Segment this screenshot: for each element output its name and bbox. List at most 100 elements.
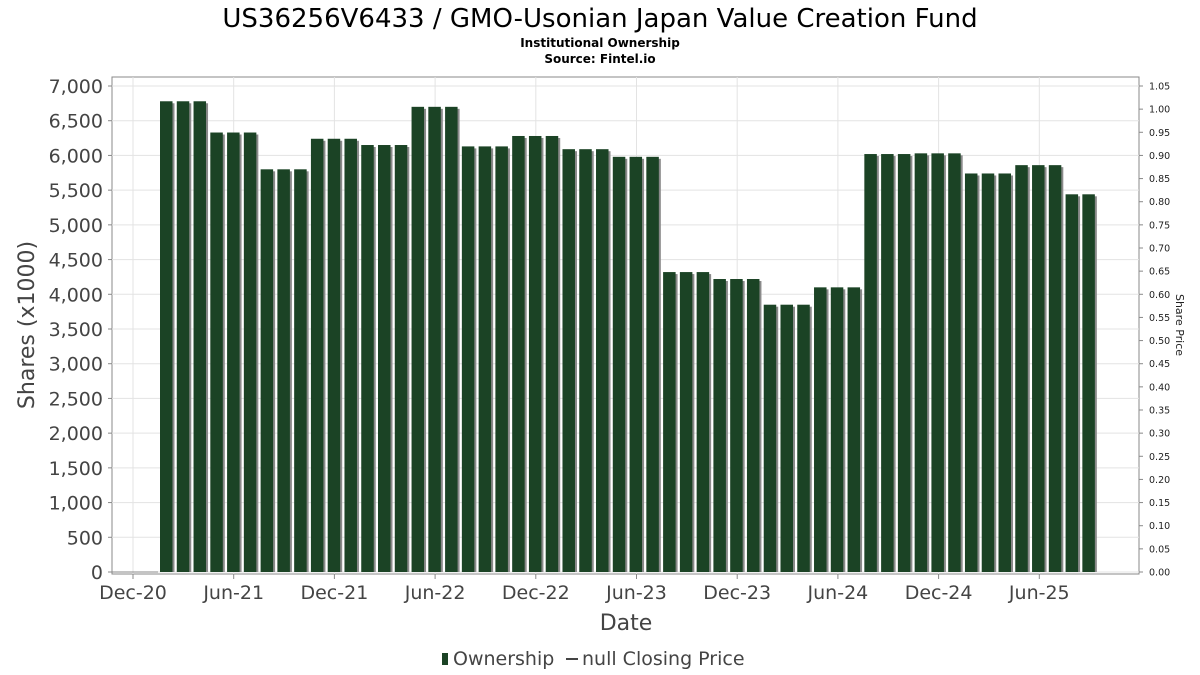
bar	[612, 156, 626, 572]
bar	[931, 153, 944, 573]
bar	[830, 287, 844, 572]
legend: Ownership null Closing Price	[442, 648, 745, 670]
y2-tick-label: 0.60	[1149, 290, 1170, 301]
x-axis-label: Date	[600, 611, 653, 636]
bar	[847, 287, 861, 572]
y2-tick-label: 0.00	[1149, 568, 1170, 579]
bar	[696, 272, 710, 572]
bar	[445, 106, 458, 572]
bar	[864, 154, 877, 573]
y-tick-label: 1,500	[49, 458, 103, 480]
bar	[411, 106, 425, 572]
legend-swatch-ownership	[442, 653, 448, 665]
y2-tick-label: 0.40	[1149, 382, 1170, 393]
y2-tick-label: 0.30	[1149, 429, 1170, 440]
y-tick-label: 4,500	[49, 250, 103, 272]
bar	[730, 279, 743, 572]
x-axis-ticks: Dec-20 Jun-21 Dec-21 Jun-22 Dec-22 Jun-23 Dec-…	[99, 574, 1070, 604]
x-tick-label: Jun-22	[404, 582, 466, 604]
bar	[227, 132, 240, 572]
bar	[176, 101, 190, 572]
y-tick-label: 5,000	[49, 215, 103, 237]
bar	[210, 132, 223, 572]
y-tick-label: 6,500	[49, 111, 103, 133]
y-tick-label: 2,000	[49, 423, 103, 445]
bar	[294, 169, 307, 573]
legend-label-ownership: Ownership	[453, 648, 554, 670]
y2-tick-label: 0.90	[1149, 151, 1170, 162]
y2-tick-label: 0.20	[1149, 475, 1170, 486]
bar	[310, 138, 324, 572]
y-tick-label: 7,000	[49, 76, 103, 98]
bar	[897, 154, 911, 573]
y2-tick-label: 0.65	[1149, 267, 1170, 278]
y-tick-label: 6,000	[49, 145, 103, 167]
legend-label-closing-price: null Closing Price	[582, 648, 745, 670]
bar	[713, 279, 726, 572]
bar	[663, 272, 676, 572]
y2-tick-label: 0.75	[1149, 220, 1170, 231]
bar	[1032, 165, 1045, 573]
bar	[881, 154, 894, 573]
bar	[914, 153, 928, 573]
bar	[344, 138, 357, 572]
y-tick-label: 1,000	[49, 493, 103, 515]
bar	[981, 173, 995, 573]
y-tick-label: 500	[67, 527, 103, 549]
bar	[780, 304, 793, 572]
y2-tick-label: 0.50	[1149, 336, 1170, 347]
bar	[545, 135, 559, 572]
bar	[948, 153, 961, 573]
x-tick-label: Jun-23	[605, 582, 667, 604]
bar	[478, 146, 492, 572]
bar	[562, 149, 575, 572]
y-tick-label: 5,500	[49, 180, 103, 202]
bar	[277, 169, 290, 573]
y2-tick-label: 1.05	[1149, 82, 1170, 93]
bar	[746, 279, 760, 572]
y2-tick-label: 0.45	[1149, 359, 1170, 370]
x-tick-label: Dec-24	[905, 582, 973, 604]
bar	[797, 304, 810, 572]
x-tick-label: Dec-23	[703, 582, 771, 604]
y2-tick-label: 0.85	[1149, 174, 1170, 185]
y2-tick-label: 0.25	[1149, 452, 1170, 463]
bar	[1015, 165, 1028, 573]
y2-tick-label: 0.35	[1149, 406, 1170, 417]
bar	[763, 304, 777, 572]
bar	[646, 156, 659, 572]
bar	[461, 146, 475, 572]
y2-tick-label: 0.95	[1149, 128, 1170, 139]
x-tick-label: Dec-21	[300, 582, 368, 604]
bar	[193, 101, 207, 572]
y-tick-label: 0	[91, 562, 103, 584]
bar	[998, 173, 1011, 573]
x-tick-label: Jun-24	[807, 582, 869, 604]
y-tick-label: 3,500	[49, 319, 103, 341]
bar	[361, 145, 374, 572]
chart-source: Source: Fintel.io	[544, 52, 655, 66]
y2-tick-label: 0.55	[1149, 313, 1170, 324]
bar	[528, 135, 542, 572]
chart-subtitle: Institutional Ownership	[520, 36, 680, 50]
right-axis-ticks: 0.00 0.05 0.10 0.15 0.20 0.25 0.30 0.35 0.40 0.45…	[1139, 82, 1170, 579]
x-tick-label: Dec-22	[502, 582, 570, 604]
bar	[1082, 194, 1095, 572]
bars	[112, 101, 1097, 573]
y2-tick-label: 0.70	[1149, 244, 1170, 255]
bar	[679, 272, 693, 572]
chart-title: US36256V6433 / GMO-Usonian Japan Value C…	[222, 4, 977, 34]
bar	[512, 135, 525, 572]
bar	[327, 138, 341, 572]
y2-tick-label: 1.00	[1149, 105, 1170, 116]
x-tick-label: Jun-21	[202, 582, 264, 604]
y2-tick-label: 0.15	[1149, 498, 1170, 509]
y2-tick-label: 0.80	[1149, 197, 1170, 208]
bar	[495, 146, 508, 572]
bar	[629, 156, 643, 572]
x-tick-label: Dec-20	[99, 582, 167, 604]
bar	[814, 287, 827, 572]
bar	[378, 145, 391, 572]
bar	[160, 101, 173, 572]
